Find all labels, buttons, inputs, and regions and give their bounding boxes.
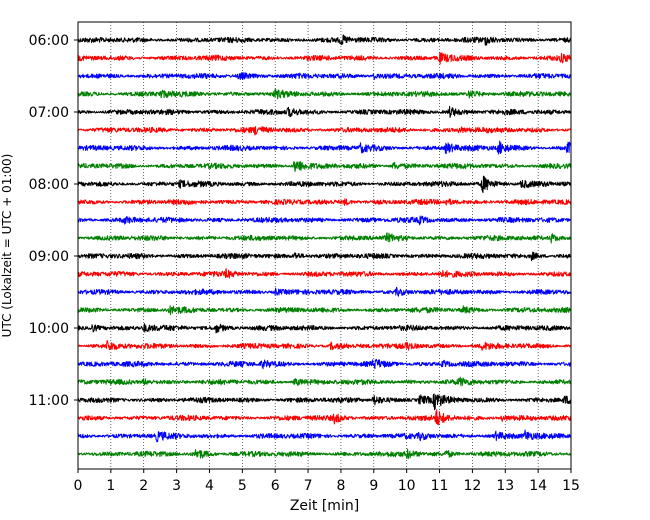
seismogram-trace bbox=[77, 323, 572, 334]
x-tick-label: 12 bbox=[463, 478, 481, 494]
x-tick-label: 9 bbox=[369, 478, 378, 494]
seismogram-trace bbox=[77, 215, 572, 226]
seismogram-trace bbox=[77, 305, 572, 316]
x-tick-label: 2 bbox=[139, 478, 148, 494]
y-tick-label: 09:00 bbox=[29, 249, 69, 265]
seismogram-trace bbox=[77, 140, 572, 155]
seismogram-trace bbox=[77, 105, 572, 118]
y-tick-label: 08:00 bbox=[29, 177, 69, 193]
seismogram-trace bbox=[77, 429, 572, 443]
seismogram-trace bbox=[77, 268, 572, 279]
x-tick-label: 6 bbox=[271, 478, 280, 494]
seismogram-trace bbox=[77, 175, 572, 194]
seismogram-trace bbox=[77, 448, 572, 460]
x-tick-label: 15 bbox=[562, 478, 580, 494]
seismogram-traces bbox=[77, 34, 572, 460]
seismogram-trace bbox=[77, 409, 572, 426]
x-tick-label: 3 bbox=[172, 478, 181, 494]
seismogram-trace bbox=[77, 51, 572, 65]
x-axis: 0 1 2 3 4 5 6 7 8 9 10 11 12 13 14 15 bbox=[74, 469, 580, 494]
seismogram-trace bbox=[77, 34, 572, 46]
seismogram-trace bbox=[77, 340, 572, 351]
grid-lines bbox=[110, 22, 539, 469]
seismogram-trace bbox=[77, 376, 572, 387]
y-tick-label: 11:00 bbox=[29, 393, 69, 409]
seismogram-trace bbox=[77, 393, 572, 411]
seismogram-trace bbox=[77, 126, 572, 136]
x-tick-label: 14 bbox=[529, 478, 547, 494]
y-tick-label: 06:00 bbox=[29, 33, 69, 49]
seismogram-trace bbox=[77, 286, 572, 297]
seismogram-trace bbox=[77, 251, 572, 262]
seismogram-trace bbox=[77, 88, 572, 100]
seismogram-trace bbox=[77, 161, 572, 172]
seismogram-trace bbox=[77, 232, 572, 244]
y-tick-label: 10:00 bbox=[29, 321, 69, 337]
x-tick-label: 11 bbox=[431, 478, 449, 494]
x-tick-label: 1 bbox=[106, 478, 115, 494]
y-axis-title: UTC (Lokalzeit = UTC + 01:00) bbox=[0, 154, 14, 338]
y-axis: 06:00 07:00 08:00 09:00 10:00 11:00 bbox=[29, 33, 78, 409]
y-tick-label: 07:00 bbox=[29, 105, 69, 121]
x-tick-label: 7 bbox=[304, 478, 313, 494]
x-tick-label: 10 bbox=[398, 478, 416, 494]
x-tick-label: 13 bbox=[496, 478, 514, 494]
seismogram-trace bbox=[77, 71, 572, 81]
seismogram-trace bbox=[77, 358, 572, 370]
x-tick-label: 8 bbox=[336, 478, 345, 494]
plot-frame bbox=[77, 21, 572, 470]
x-axis-title: Zeit [min] bbox=[290, 498, 359, 514]
x-tick-label: 4 bbox=[205, 478, 214, 494]
x-tick-label: 5 bbox=[238, 478, 247, 494]
x-tick-label: 0 bbox=[74, 478, 83, 494]
seismogram-trace bbox=[77, 198, 572, 206]
